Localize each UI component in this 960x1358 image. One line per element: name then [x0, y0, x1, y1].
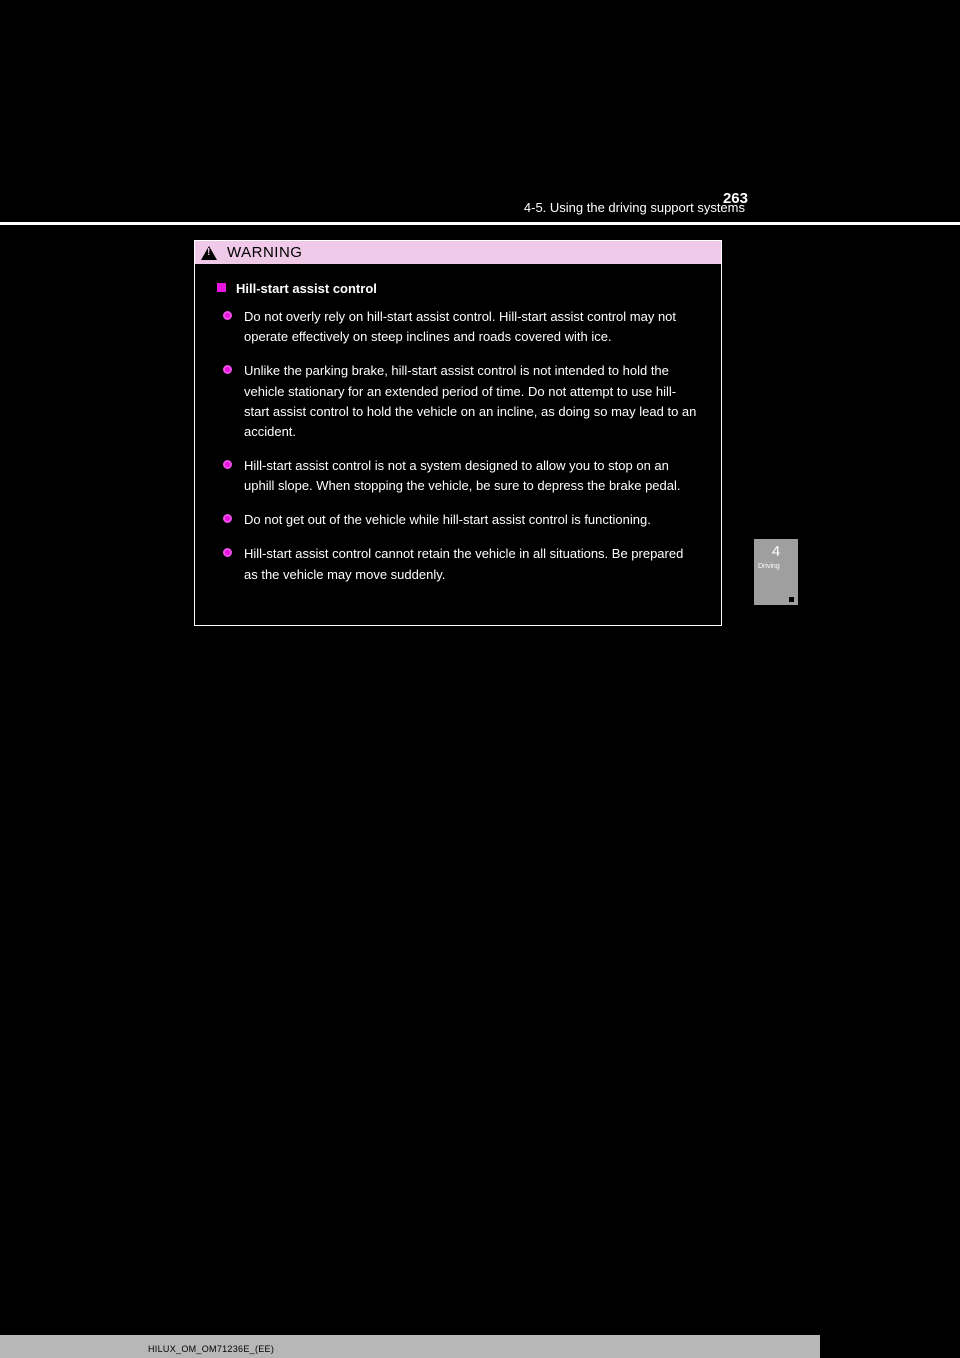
- round-bullet-icon: [223, 311, 232, 320]
- bullet-text: Do not overly rely on hill-start assist …: [244, 307, 699, 347]
- warning-bullet: Do not overly rely on hill-start assist …: [223, 307, 699, 347]
- square-bullet-icon: [217, 283, 226, 292]
- warning-label: WARNING: [227, 244, 302, 261]
- chapter-side-tab: 4 Driving: [754, 539, 798, 605]
- bullet-text: Hill-start assist control is not a syste…: [244, 456, 699, 496]
- warning-title-text: Hill-start assist control: [236, 279, 377, 299]
- round-bullet-icon: [223, 460, 232, 469]
- side-tab-marker: [789, 597, 794, 602]
- round-bullet-icon: [223, 365, 232, 374]
- bullet-text: Unlike the parking brake, hill-start ass…: [244, 361, 699, 442]
- side-tab-label: Driving: [758, 563, 794, 571]
- warning-bullet: Hill-start assist control is not a syste…: [223, 456, 699, 496]
- warning-body: Hill-start assist control Do not overly …: [195, 265, 721, 625]
- bullet-text: Do not get out of the vehicle while hill…: [244, 510, 699, 530]
- warning-bullet: Do not get out of the vehicle while hill…: [223, 510, 699, 530]
- header-section: 4-5. Using the driving support systems: [155, 200, 745, 218]
- section-path: 4-5. Using the driving support systems: [524, 200, 745, 218]
- warning-bullet: Hill-start assist control cannot retain …: [223, 544, 699, 584]
- warning-box: WARNING Hill-start assist control Do not…: [194, 240, 722, 626]
- bullet-text: Hill-start assist control cannot retain …: [244, 544, 699, 584]
- footer-bar: [0, 1335, 820, 1358]
- side-tab-number: 4: [754, 543, 798, 560]
- warning-section-title: Hill-start assist control: [217, 279, 699, 299]
- round-bullet-icon: [223, 548, 232, 557]
- warning-header: WARNING: [195, 241, 721, 265]
- header-rule: [0, 222, 960, 225]
- footer-text: HILUX_OM_OM71236E_(EE): [148, 1344, 274, 1354]
- warning-bullet: Unlike the parking brake, hill-start ass…: [223, 361, 699, 442]
- warning-triangle-icon: [201, 246, 217, 260]
- round-bullet-icon: [223, 514, 232, 523]
